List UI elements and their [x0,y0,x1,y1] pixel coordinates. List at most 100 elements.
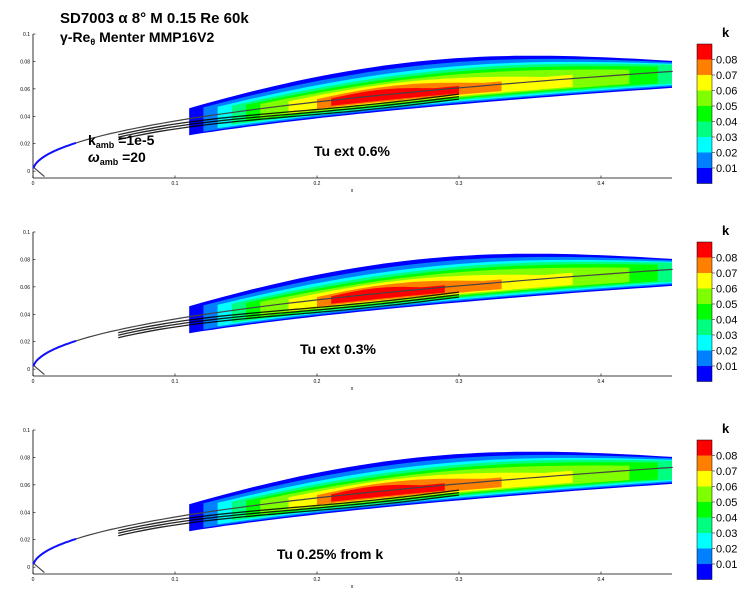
colorbar-level-label: 0.01 [716,163,737,175]
y-tick-label: 0 [27,169,30,175]
y-tick-label: 0.02 [20,142,30,148]
colorbar-swatch [697,319,712,335]
colorbar-level-label: 0.06 [716,284,737,296]
chart-title: SD7003 α 8° M 0.15 Re 60k [60,10,249,27]
colorbar-title: k [722,421,730,436]
colorbar-swatch [697,59,712,75]
colorbar-level-label: 0.07 [716,268,737,280]
colorbar-swatch [697,137,712,153]
subtitle-model-name: γ-Re [60,29,91,45]
colorbar-title: k [722,25,730,40]
omega-ambient-symbol: ω [88,149,100,165]
colorbar-level-label: 0.05 [716,299,737,311]
k-ambient-symbol: k [88,132,96,148]
streakline-2 [118,491,460,534]
x-axis-label: x [351,188,354,194]
colorbar-frame [696,241,713,382]
colorbar-swatch [697,486,712,502]
colorbar-level-label: 0.06 [716,482,737,494]
streakline-1 [118,489,460,532]
k-ambient-value: =1e-5 [114,132,154,148]
colorbar-level-label: 0.08 [716,451,737,463]
colorbar-frame [696,439,713,580]
x-tick-label: 0.2 [314,181,321,187]
y-tick-label: 0.04 [20,510,30,516]
colorbar-level-label: 0.07 [716,466,737,478]
streakline-2 [118,95,460,138]
streakline-2 [118,293,460,336]
y-tick-label: 0 [27,367,30,373]
y-tick-label: 0.02 [20,538,30,544]
x-tick-label: 0.3 [456,181,463,187]
colorbar-level-label: 0.03 [716,330,737,342]
colorbar-swatch [697,350,712,366]
subtitle-model-subscript: θ [90,37,95,47]
streakline-3 [118,98,460,141]
x-tick-label: 0.2 [314,577,321,583]
colorbar-level-label: 0.04 [716,315,737,327]
leading-edge-highlight [32,537,77,565]
y-tick-label: 0.06 [20,483,30,489]
x-tick-label: 0.4 [598,181,605,187]
y-tick-label: 0.06 [20,285,30,291]
colorbar-swatch [697,533,712,549]
x-axis-label: x [351,386,354,392]
colorbar-level-label: 0.03 [716,528,737,540]
colorbar-level-label: 0.01 [716,361,737,373]
streakline-3 [118,494,460,537]
leading-edge-highlight [32,339,77,367]
colorbar-swatch [697,75,712,91]
x-tick-label: 0.1 [172,379,179,385]
colorbar-swatch [697,273,712,289]
colorbar-swatch [697,90,712,106]
colorbar-level-label: 0.01 [716,559,737,571]
x-axis-label: x [351,584,354,590]
colorbar-frame [696,43,713,184]
y-tick-label: 0.08 [20,59,30,65]
colorbar-level-label: 0.07 [716,70,737,82]
leading-edge-highlight [32,141,77,169]
x-tick-label: 0 [32,577,35,583]
y-tick-label: 0.04 [20,312,30,318]
k-ambient-label: kamb =1e-5 [88,132,155,150]
contour-panel-1: 0 0.1 0.2 0.3 0.4 x 0 0.02 0.04 0.06 0.08 0.1 Tu ext… [20,25,737,194]
colorbar-level-label: 0.08 [716,253,737,265]
colorbar-swatch [697,440,712,456]
chart-subtitle: γ-Reθ Menter MMP16V2 [60,29,214,47]
streakline-1 [118,291,460,334]
omega-ambient-label: ωamb =20 [88,149,146,167]
colorbar-swatch [697,455,712,471]
y-tick-label: 0.04 [20,114,30,120]
colorbar-swatch [697,106,712,122]
colorbar-swatch [697,335,712,351]
colorbar-swatch [697,517,712,533]
colorbar-swatch [697,304,712,320]
colorbar-swatch [697,44,712,60]
y-tick-label: 0.06 [20,87,30,93]
x-tick-label: 0 [32,379,35,385]
omega-ambient-value: =20 [118,149,146,165]
colorbar-swatch [697,121,712,137]
colorbar-level-label: 0.05 [716,497,737,509]
x-tick-label: 0.1 [172,181,179,187]
x-tick-label: 0 [32,181,35,187]
x-tick-label: 0.1 [172,577,179,583]
colorbar-swatch [697,257,712,273]
colorbar-level-label: 0.02 [716,148,737,160]
x-tick-label: 0.4 [598,379,605,385]
colorbar-swatch [697,471,712,487]
colorbar-level-label: 0.02 [716,346,737,358]
y-tick-label: 0.1 [23,32,30,38]
colorbar-level-label: 0.08 [716,55,737,67]
contour-panel-2: 0 0.1 0.2 0.3 0.4 x 0 0.02 0.04 0.06 0.08 0.1 Tu ext… [20,223,737,392]
colorbar-swatch [697,564,712,580]
y-tick-label: 0.08 [20,257,30,263]
streakline-3 [118,296,460,339]
colorbar-swatch [697,502,712,518]
tu-annotation: Tu ext 0.6% [314,143,391,159]
omega-ambient-subscript: amb [100,157,119,167]
colorbar-swatch [697,548,712,564]
colorbar-swatch [697,242,712,258]
x-tick-label: 0.3 [456,379,463,385]
